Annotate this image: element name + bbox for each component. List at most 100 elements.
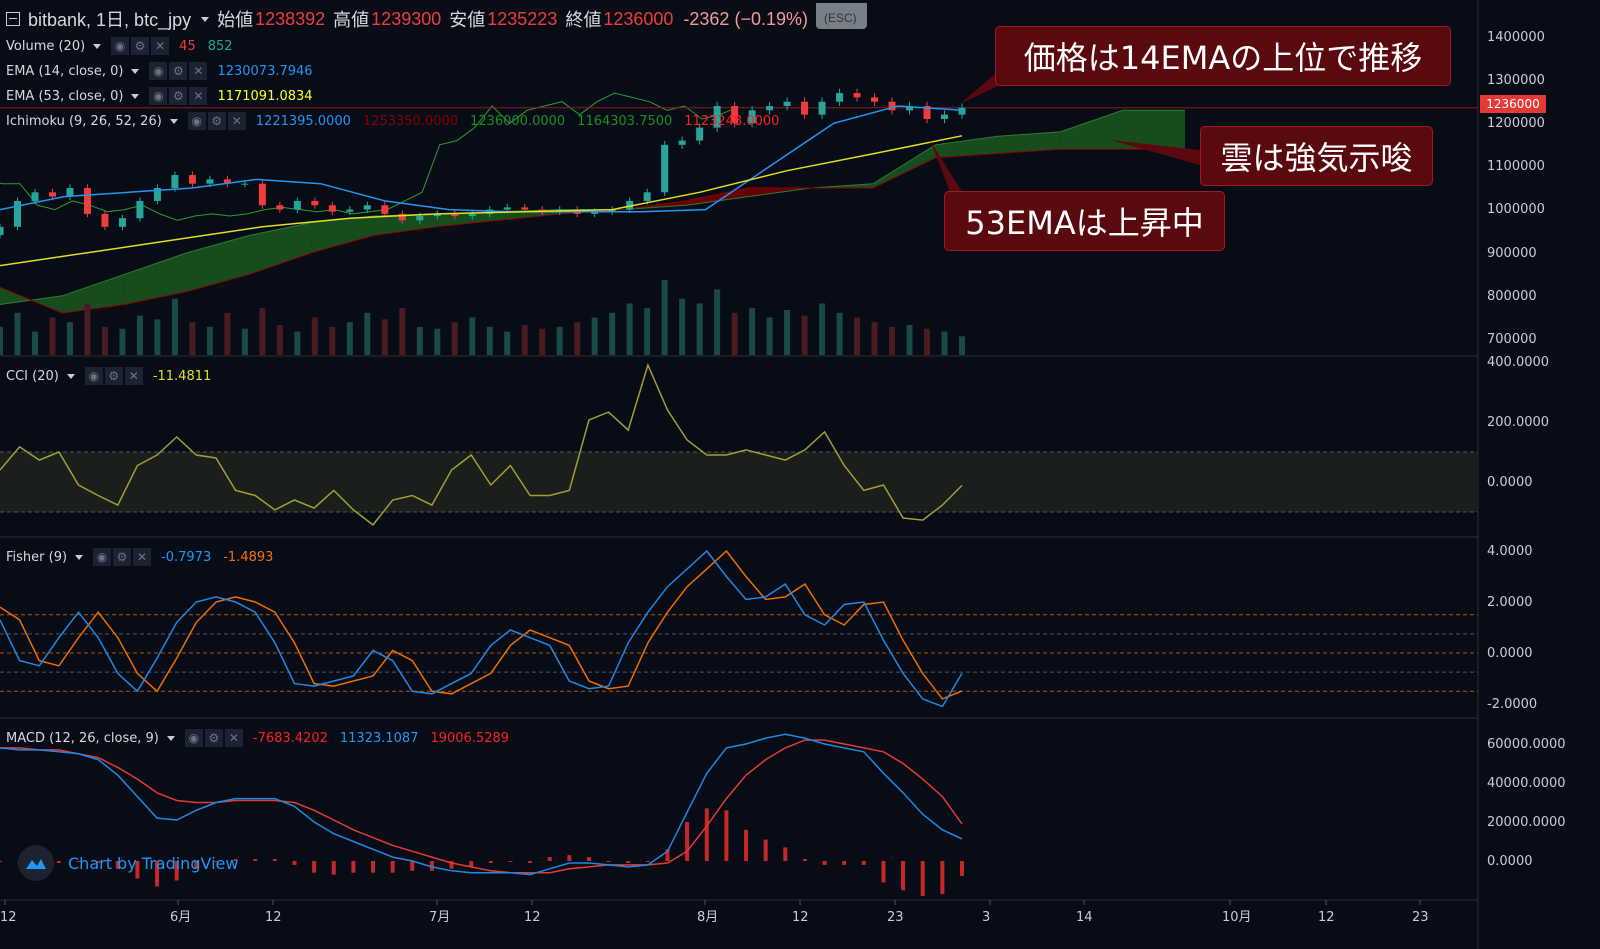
x-tick-label: 8月 [697,910,719,925]
legend-macd-value: -7683.4202 [252,730,328,746]
close-icon[interactable]: ✕ [189,62,208,80]
legend-fisher-name[interactable]: Fisher (9) [6,549,68,565]
legend-ema14-value: 1230073.7946 [217,63,313,79]
legend-ema14-name[interactable]: EMA (14, close, 0) [6,63,124,79]
close-icon[interactable]: ✕ [189,87,208,105]
candle-body [83,187,91,214]
legend-ema53-name[interactable]: EMA (53, close, 0) [6,88,124,104]
y-tick-label: 400.0000 [1487,355,1550,370]
eye-icon[interactable]: ◉ [149,87,168,105]
change-value: -2362 (−0.19%) [683,8,808,29]
gear-icon[interactable]: ⚙ [113,548,132,566]
macd-histogram-bar [763,839,768,861]
y-tick-label: 800000 [1487,289,1537,304]
volume-bar [696,303,703,355]
legend-volume-name[interactable]: Volume (20) [6,38,86,54]
candle-body [258,183,266,206]
legend-cci-name[interactable]: CCI (20) [6,368,59,384]
close-icon[interactable]: ✕ [151,37,170,55]
tradingview-watermark[interactable]: Chart by TradingView [18,845,238,881]
eye-icon[interactable]: ◉ [93,548,112,566]
macd-histogram-bar [351,861,356,873]
legend-macd-name[interactable]: MACD (12, 26, close, 9) [6,730,159,746]
close-icon[interactable]: ✕ [133,548,152,566]
eye-icon[interactable]: ◉ [149,62,168,80]
gear-icon[interactable]: ⚙ [104,367,123,385]
macd-histogram-bar [76,861,81,862]
annotation-pointer [960,70,1000,104]
y-tick-label: 0.0000 [1487,854,1533,869]
legend-ema53-value: 1171091.0834 [217,88,313,104]
eye-icon[interactable]: ◉ [184,729,203,747]
candle-body [0,226,4,236]
macd-histogram-bar [783,847,788,861]
volume-bar [784,310,791,355]
chevron-down-icon[interactable] [131,68,140,74]
eye-icon[interactable]: ◉ [187,112,206,130]
chevron-down-icon[interactable] [169,118,178,124]
legend-ichimoku-value: 1221395.0000 [255,113,351,129]
tooltip-text: (ESC) [823,11,857,25]
legend-ichimoku-name[interactable]: Ichimoku (9, 26, 52, 26) [6,113,162,129]
gear-icon[interactable]: ⚙ [207,112,226,130]
candle-body [451,213,459,217]
gear-icon[interactable]: ⚙ [169,62,188,80]
open-label: 始値 [217,10,254,30]
candle-body [118,218,126,227]
macd-histogram-bar [213,861,218,862]
candle-body [678,140,686,145]
chevron-down-icon[interactable] [201,16,210,22]
close-icon[interactable]: ✕ [124,367,143,385]
volume-bar [539,328,546,355]
volume-bar [959,336,965,355]
high-value: 1239300 [371,8,442,29]
legend-ichimoku-value: 1236000.0000 [470,113,566,129]
exit-fullscreen-tooltip[interactable]: (ESC) [815,3,867,29]
symbol-title[interactable]: bitbank, 1日, btc_jpy [28,10,192,30]
legend-macd: MACD (12, 26, close, 9) ◉ ⚙ ✕ -7683.4202 1132… [6,729,515,747]
y-tick-label: 1300000 [1487,73,1545,88]
y-tick-label: 1200000 [1487,116,1545,131]
candle-body [346,209,354,212]
macd-histogram-bar [822,861,827,865]
volume-bar [311,317,318,355]
candle-body [643,192,651,201]
close-icon[interactable]: ✕ [227,112,246,130]
volume-bar [49,317,56,355]
gear-icon[interactable]: ⚙ [131,37,150,55]
gear-icon[interactable]: ⚙ [204,729,223,747]
chevron-down-icon[interactable] [66,373,75,379]
legend-ema53: EMA (53, close, 0) ◉ ⚙ ✕ 1171091.0834 [6,87,319,105]
y-tick-label: 200.0000 [1487,415,1550,430]
annotation-price-above-ema[interactable]: 価格は14EMAの上位で推移 [995,26,1451,86]
eye-icon[interactable]: ◉ [111,37,130,55]
low-value: 1235223 [487,8,558,29]
macd-histogram-bar [567,855,572,861]
chevron-down-icon[interactable] [75,554,84,560]
volume-bar [486,326,493,355]
ichimoku-cloud-segment [311,216,375,253]
gear-icon[interactable]: ⚙ [169,87,188,105]
volume-bar [626,303,633,355]
candle-body [101,213,109,227]
ichimoku-cloud-segment [686,187,749,206]
y-tick-label: 0.0000 [1487,475,1533,490]
macd-histogram-bar [528,861,533,863]
annotation-cloud-bullish[interactable]: 雲は強気示唆 [1200,126,1433,186]
candle-body [188,175,196,184]
volume-bar [714,289,721,355]
chevron-down-icon[interactable] [93,43,102,49]
macd-histogram-bar [292,861,297,865]
eye-icon[interactable]: ◉ [84,367,103,385]
close-icon[interactable]: ✕ [224,729,243,747]
annotation-ema53-rising[interactable]: 53EMAは上昇中 [944,191,1225,251]
candle-body [521,207,529,210]
collapse-icon[interactable] [6,12,20,26]
volume-bar [14,312,21,355]
chevron-down-icon[interactable] [166,735,175,741]
chevron-down-icon[interactable] [131,93,140,99]
macd-histogram-bar [233,859,238,861]
candle-body [13,200,21,227]
annotation-pointer [1110,140,1200,165]
